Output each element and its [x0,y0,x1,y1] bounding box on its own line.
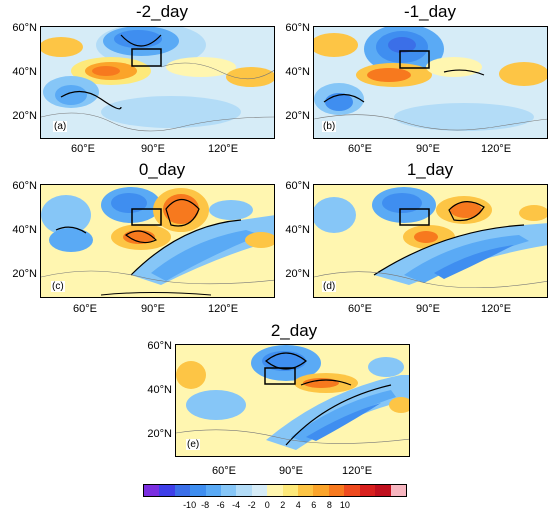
panel-label: (a) [53,121,68,132]
panel-title: 1_day [406,160,454,179]
colorbar-swatch [174,485,191,496]
anomaly-field-b [314,27,547,138]
lat-label: 40°N [285,224,310,236]
colorbar-tick-label: 0 [264,500,270,510]
lat-label: 40°N [147,384,172,396]
lat-label: 20°N [285,110,310,122]
lon-label: 60°E [71,143,95,155]
colorbar [143,484,407,497]
panel-title: -1_day [404,2,456,21]
colorbar-swatch [298,485,314,496]
colorbar-tick-label: 10 [339,500,350,510]
colorbar-swatch [236,485,252,496]
colorbar-swatch [328,485,345,496]
lat-label: 40°N [285,66,310,78]
colorbar-tick-label: -6 [216,500,225,510]
anomaly-field-d [314,185,547,297]
lon-label: 60°E [212,465,236,477]
lon-label: 120°E [207,143,239,155]
colorbar-swatch [344,485,360,496]
colorbar-swatch [282,485,299,496]
colorbar-swatch [221,485,237,496]
lat-label: 60°N [12,22,37,34]
panel-title: -2_day [136,2,188,21]
colorbar-swatch [144,485,160,496]
lat-label: 20°N [147,428,172,440]
lon-label: 90°E [416,143,440,155]
colorbar-tick-label: 2 [280,500,286,510]
colorbar-swatch [190,485,206,496]
colorbar-tick-label: 8 [326,500,332,510]
colorbar-tick-label: -2 [247,500,256,510]
lon-label: 90°E [279,465,303,477]
colorbar-tick-label: -4 [232,500,241,510]
lat-label: 20°N [12,268,37,280]
lon-label: 60°E [73,303,97,315]
colorbar-swatch [251,485,268,496]
map-a: (a) [40,26,275,139]
colorbar-tick-label: -10 [183,500,197,510]
panel-label: (b) [322,121,337,132]
colorbar-swatch [159,485,175,496]
lon-label: 120°E [480,303,512,315]
panel-title: 0_day [138,160,186,179]
lon-label: 120°E [341,465,373,477]
panel-label: (c) [51,281,65,292]
lat-label: 60°N [12,180,37,192]
map-c: (c) [40,184,275,298]
map-b: (b) [313,26,548,139]
colorbar-swatch [205,485,222,496]
colorbar-swatch [375,485,391,496]
anomaly-field-e [176,345,409,456]
lon-label: 120°E [207,303,239,315]
anomaly-field-c [41,185,274,297]
colorbar-tick-label: 4 [295,500,301,510]
colorbar-swatch [390,485,406,496]
lon-label: 90°E [141,143,165,155]
map-d: (d) [313,184,548,298]
colorbar-tick-label: -8 [201,500,210,510]
lat-label: 40°N [12,224,37,236]
lon-label: 60°E [348,303,372,315]
lat-label: 60°N [147,340,172,352]
lon-label: 60°E [348,143,372,155]
colorbar-swatch [313,485,329,496]
lat-label: 20°N [12,110,37,122]
panel-title: 2_day [270,321,318,340]
lat-label: 60°N [285,180,310,192]
lat-label: 20°N [285,268,310,280]
colorbar-swatch [359,485,376,496]
panel-label: (d) [322,281,337,292]
anomaly-field-a [41,27,274,138]
colorbar-swatch [267,485,283,496]
lat-label: 40°N [12,66,37,78]
colorbar-tick-label: 6 [311,500,317,510]
lon-label: 90°E [141,303,165,315]
panel-label: (e) [186,439,201,450]
map-e: (e) [175,344,410,457]
lat-label: 60°N [285,22,310,34]
lon-label: 90°E [416,303,440,315]
lon-label: 120°E [480,143,512,155]
